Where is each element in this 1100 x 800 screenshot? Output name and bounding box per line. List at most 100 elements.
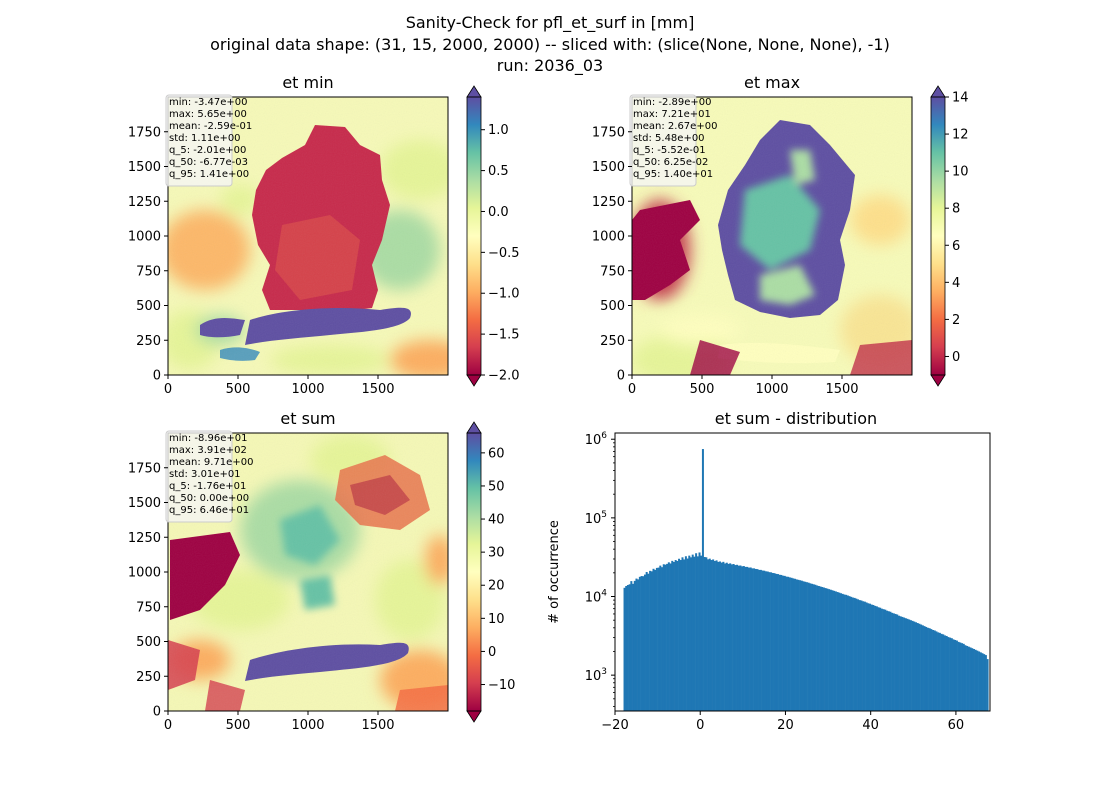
x-tick-label: 1000 bbox=[291, 382, 324, 397]
histogram-bar bbox=[967, 646, 970, 711]
colorbar-tick-label: −1.5 bbox=[488, 328, 520, 343]
histogram-bar bbox=[720, 562, 723, 711]
histogram-bar bbox=[792, 578, 795, 711]
histogram-bar bbox=[966, 645, 969, 711]
y-tick-label: 1250 bbox=[128, 195, 161, 210]
histogram-bar bbox=[877, 607, 880, 711]
histogram-bar bbox=[763, 570, 766, 711]
histogram-bar bbox=[950, 638, 953, 711]
histogram-bar bbox=[838, 592, 841, 711]
stat-line: mean: 9.71e+00 bbox=[169, 457, 253, 468]
histogram-bar bbox=[690, 557, 693, 711]
histogram-bar bbox=[671, 560, 674, 711]
histogram-bar bbox=[896, 614, 899, 711]
colorbar-tick-label: −1.0 bbox=[488, 287, 520, 302]
histogram-bar bbox=[655, 567, 658, 711]
histogram-bar bbox=[822, 587, 825, 711]
panel-et-min: et min min: -3.47e+00 max: bbox=[128, 73, 520, 397]
histogram-bar bbox=[891, 612, 894, 711]
histogram-bar bbox=[753, 568, 756, 711]
histogram-bar bbox=[700, 555, 703, 711]
histogram-bar bbox=[889, 611, 892, 711]
histogram-bar bbox=[654, 569, 657, 711]
stat-line: q_50: 0.00e+00 bbox=[169, 493, 249, 504]
y-tick-label: 103 bbox=[585, 667, 607, 684]
x-tick-label: 0 bbox=[696, 718, 704, 733]
colorbar-extend-min bbox=[466, 710, 482, 723]
y-tick-label: 1750 bbox=[128, 125, 161, 140]
histogram-bar bbox=[667, 562, 670, 711]
histogram-bar bbox=[908, 619, 911, 711]
y-tick-label: 250 bbox=[136, 334, 161, 349]
histogram-bar bbox=[848, 596, 851, 711]
colorbar-et-sum: −10 0 10 20 30 40 50 60 bbox=[466, 421, 515, 723]
colorbar-frame bbox=[930, 96, 946, 376]
stat-line: std: 3.01e+01 bbox=[169, 469, 241, 480]
histogram-bar bbox=[701, 449, 704, 711]
histogram-bar bbox=[812, 584, 815, 711]
histogram-bar bbox=[633, 580, 636, 711]
histogram-bar bbox=[778, 574, 781, 711]
y-tick-label: 1000 bbox=[128, 230, 161, 245]
y-tick-label: 1750 bbox=[592, 125, 625, 140]
histogram-bar bbox=[703, 556, 706, 711]
stats-box-et-sum: min: -8.96e+01 max: 3.91e+02 mean: 9.71e… bbox=[165, 430, 253, 523]
histogram-bar bbox=[661, 567, 664, 711]
colorbar-gradient bbox=[467, 433, 481, 711]
histogram-bar bbox=[957, 641, 960, 711]
colorbar-et-max: 0 2 4 6 8 10 12 14 bbox=[930, 85, 969, 387]
histogram-bar bbox=[816, 585, 819, 711]
colorbar-tick-label: 60 bbox=[488, 446, 505, 461]
histogram-bar bbox=[737, 565, 740, 711]
stats-box-et-min: min: -3.47e+00 max: 5.65e+00 mean: -2.59… bbox=[165, 94, 252, 187]
histogram-bar bbox=[807, 582, 810, 711]
y-tick-label: 1250 bbox=[592, 195, 625, 210]
histogram-bar bbox=[730, 564, 733, 711]
histogram-bar bbox=[652, 568, 655, 711]
histogram-bar bbox=[696, 556, 699, 711]
histogram-bar bbox=[761, 570, 764, 711]
histogram-bar bbox=[880, 608, 883, 711]
histogram-bar bbox=[800, 580, 803, 711]
histogram-bar bbox=[638, 576, 641, 711]
x-tick-label: 1500 bbox=[825, 382, 858, 397]
stat-line: std: 5.48e+00 bbox=[633, 133, 705, 144]
histogram-bar bbox=[747, 567, 750, 711]
histogram-bar bbox=[713, 560, 716, 711]
histogram-bar bbox=[828, 589, 831, 711]
colorbar-tick-label: 20 bbox=[488, 579, 505, 594]
histogram-bar bbox=[630, 581, 633, 711]
colorbar-tick-label: −2.0 bbox=[488, 369, 520, 384]
histogram-bar bbox=[819, 586, 822, 711]
histogram-bar bbox=[860, 600, 863, 711]
histogram-bar bbox=[787, 576, 790, 711]
histogram-bar bbox=[959, 642, 962, 711]
histogram-bar bbox=[765, 571, 768, 711]
histogram-bar bbox=[925, 626, 928, 711]
y-tick-label: 105 bbox=[585, 510, 607, 527]
histogram-bar bbox=[840, 593, 843, 711]
x-tick-label: 1500 bbox=[361, 718, 394, 733]
histogram-bar bbox=[795, 579, 798, 711]
histogram-bar bbox=[676, 560, 679, 711]
stat-line: q_50: 6.25e-02 bbox=[633, 157, 708, 168]
y-tick-label: 500 bbox=[600, 299, 625, 314]
x-tick-label: 1000 bbox=[755, 382, 788, 397]
histogram-bar bbox=[804, 581, 807, 711]
histogram-bar bbox=[979, 652, 982, 711]
histogram-bar bbox=[903, 617, 906, 711]
stat-line: std: 1.11e+00 bbox=[169, 133, 241, 144]
panel-title-et-max: et max bbox=[744, 73, 800, 92]
histogram-bar bbox=[729, 563, 732, 711]
axes-ticks-et-max: 0 500 1000 1500 0 250 500 750 1000 1250 1500 1750 bbox=[592, 125, 859, 397]
histogram-bar bbox=[759, 569, 762, 711]
panel-et-sum: et sum bbox=[128, 409, 516, 733]
stats-box-et-max: min: -2.89e+00 max: 7.21e+01 mean: 2.67e… bbox=[629, 94, 717, 187]
histogram-bar bbox=[681, 557, 684, 711]
colorbar-frame bbox=[466, 96, 482, 376]
histogram-bar bbox=[872, 604, 875, 711]
histogram-bar bbox=[954, 639, 957, 711]
stat-line: q_5: -1.76e+01 bbox=[169, 481, 246, 492]
histogram-bar bbox=[940, 633, 943, 711]
colorbar-tick-label: 40 bbox=[488, 513, 505, 528]
